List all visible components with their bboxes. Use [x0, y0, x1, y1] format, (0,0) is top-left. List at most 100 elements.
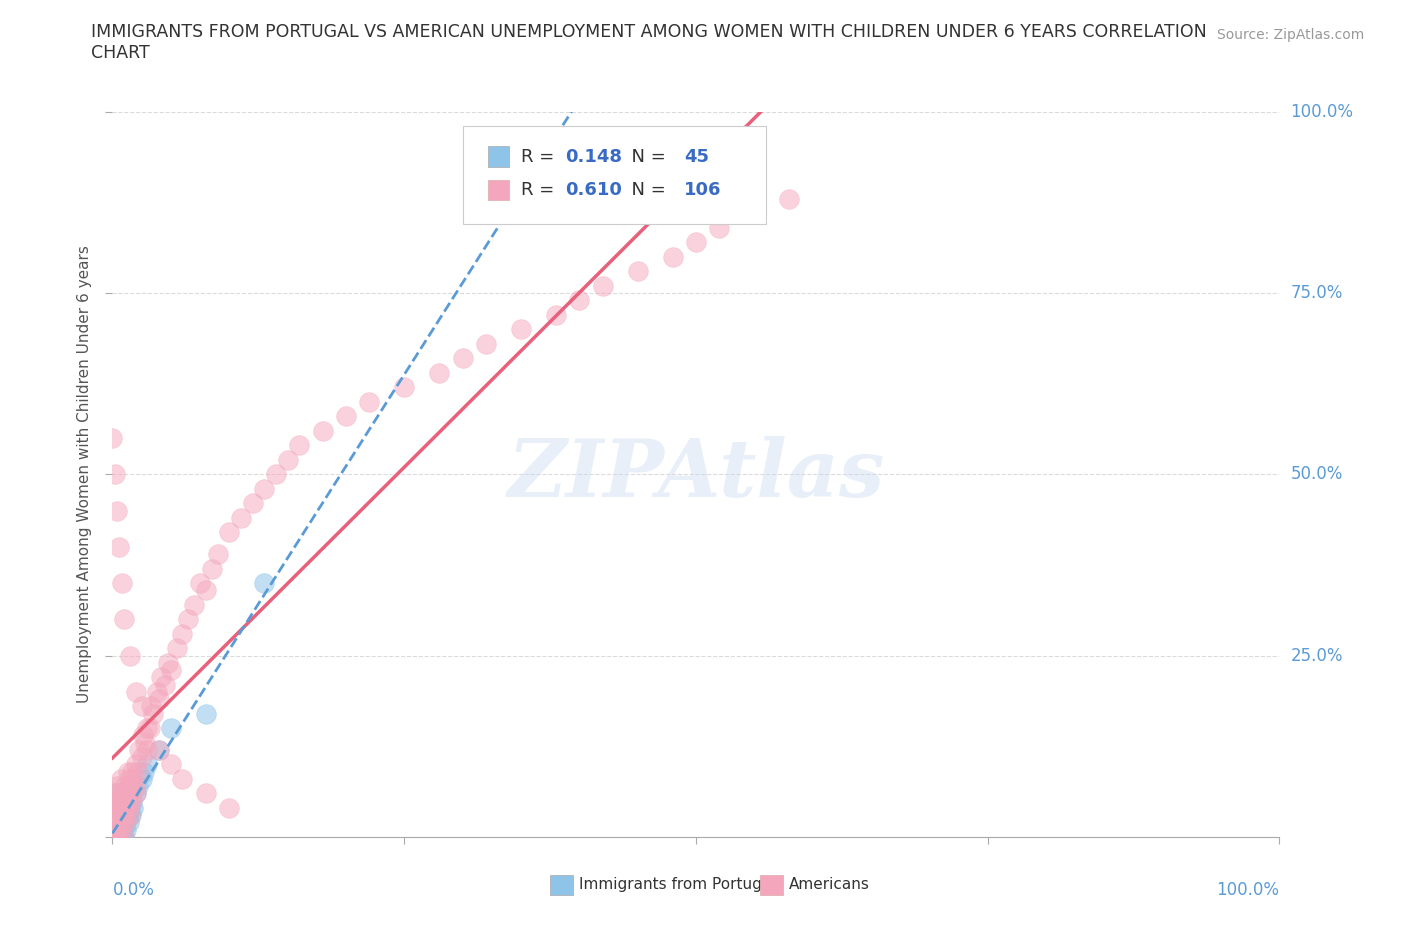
Point: [101, 830, 124, 844]
Text: 100.0%: 100.0%: [1291, 102, 1354, 121]
Point: [201, 561, 224, 576]
Point: [104, 467, 127, 482]
Point: [148, 692, 170, 707]
Point: [103, 786, 125, 801]
Point: [121, 793, 143, 808]
Point: [105, 503, 128, 518]
Point: [127, 778, 149, 793]
Text: 45: 45: [685, 148, 709, 166]
FancyBboxPatch shape: [463, 126, 766, 224]
Point: [105, 778, 128, 793]
Point: [111, 830, 134, 844]
Point: [592, 278, 614, 293]
Point: [148, 742, 170, 757]
Point: [117, 793, 139, 808]
Point: [172, 772, 194, 787]
Point: [778, 192, 800, 206]
Point: [127, 764, 149, 779]
Point: [229, 511, 252, 525]
Point: [242, 496, 264, 511]
Point: [122, 772, 145, 787]
Point: [115, 786, 138, 801]
Point: [105, 801, 128, 816]
Point: [131, 699, 153, 714]
Point: [105, 830, 128, 844]
Point: [142, 706, 165, 721]
Text: 75.0%: 75.0%: [1291, 284, 1343, 302]
Point: [114, 808, 136, 823]
Point: [172, 627, 194, 642]
Point: [114, 778, 136, 793]
Point: [359, 394, 381, 409]
Y-axis label: Unemployment Among Women with Children Under 6 years: Unemployment Among Women with Children U…: [77, 246, 93, 703]
Point: [125, 684, 148, 699]
Point: [218, 525, 240, 539]
Point: [114, 815, 136, 830]
Point: [475, 337, 498, 352]
Point: [153, 677, 176, 692]
Point: [121, 764, 143, 779]
Point: [194, 583, 217, 598]
Point: [276, 452, 298, 467]
Point: [160, 757, 183, 772]
Point: [104, 830, 127, 844]
Text: 100.0%: 100.0%: [1216, 881, 1279, 898]
Point: [125, 757, 148, 772]
Point: [118, 801, 141, 816]
Point: [139, 699, 162, 714]
Point: [136, 721, 159, 736]
Point: [103, 822, 125, 837]
Point: [108, 539, 131, 554]
Point: [103, 830, 125, 844]
Point: [131, 750, 153, 764]
Point: [150, 670, 173, 684]
Point: [183, 597, 205, 612]
Point: [108, 815, 131, 830]
Point: [157, 656, 180, 671]
Point: [112, 830, 135, 844]
Point: [104, 786, 127, 801]
Text: 50.0%: 50.0%: [1291, 465, 1343, 484]
Point: [160, 663, 183, 678]
Point: [136, 742, 159, 757]
Point: [104, 830, 127, 844]
Point: [148, 742, 170, 757]
Point: [118, 648, 141, 663]
Point: [103, 808, 125, 823]
Point: [115, 822, 138, 837]
FancyBboxPatch shape: [488, 146, 509, 166]
Point: [118, 772, 141, 787]
FancyBboxPatch shape: [761, 875, 783, 895]
Point: [112, 808, 135, 823]
Point: [134, 736, 156, 751]
Point: [744, 206, 766, 220]
Point: [101, 801, 124, 816]
Point: [111, 793, 134, 808]
Text: 25.0%: 25.0%: [1291, 646, 1343, 665]
Point: [194, 786, 217, 801]
Point: [117, 764, 139, 779]
Point: [709, 220, 731, 235]
Point: [120, 786, 142, 801]
FancyBboxPatch shape: [550, 875, 574, 895]
Point: [112, 612, 135, 627]
Point: [311, 423, 333, 438]
Point: [121, 793, 143, 808]
Point: [104, 801, 127, 816]
Point: [335, 409, 357, 424]
Point: [104, 822, 127, 837]
Point: [110, 822, 132, 837]
Point: [118, 815, 141, 830]
Point: [160, 721, 183, 736]
Point: [101, 822, 124, 837]
Text: 0.610: 0.610: [565, 181, 621, 199]
Point: [110, 801, 132, 816]
Point: [104, 815, 127, 830]
Point: [101, 431, 124, 445]
Text: 0.0%: 0.0%: [112, 881, 155, 898]
Text: ZIPAtlas: ZIPAtlas: [508, 435, 884, 513]
Point: [120, 808, 142, 823]
Point: [125, 786, 148, 801]
Point: [218, 801, 240, 816]
Point: [207, 547, 229, 562]
